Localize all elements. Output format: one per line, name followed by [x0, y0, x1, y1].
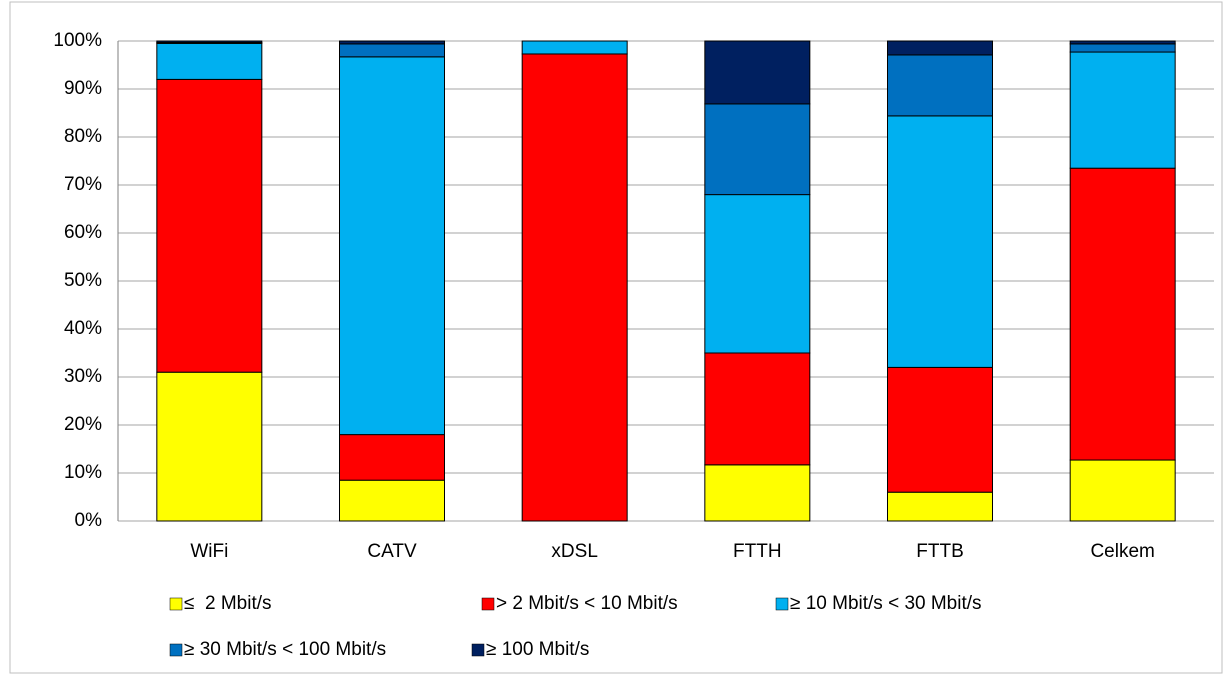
bar-segment: [887, 40, 993, 56]
x-tick-label: xDSL: [551, 541, 597, 562]
legend-swatch: [169, 643, 183, 657]
x-tick-label: CATV: [367, 541, 417, 562]
y-tick-label: 50%: [64, 270, 102, 291]
legend-label: ≥ 10 Mbit/s < 30 Mbit/s: [790, 593, 982, 614]
chart-frame: [9, 1, 1223, 674]
x-tick-label: FTTH: [733, 541, 782, 562]
bar-segment: [887, 491, 993, 522]
x-tick-label: FTTB: [916, 541, 964, 562]
bar-segment: [1069, 167, 1176, 461]
bar-segment: [339, 43, 445, 58]
legend-swatch: [471, 643, 485, 657]
legend-label: ≥ 100 Mbit/s: [486, 639, 589, 660]
bar-segment: [1069, 40, 1176, 45]
bar-segment: [156, 371, 263, 522]
legend-label: ≤ 2 Mbit/s: [184, 593, 272, 614]
bar-segment: [1069, 43, 1176, 53]
x-tick-label: WiFi: [190, 541, 228, 562]
legend-label: ≥ 30 Mbit/s < 100 Mbit/s: [184, 639, 386, 660]
bar-segment: [339, 40, 445, 45]
y-tick-label: 70%: [64, 174, 102, 195]
bar-segment: [339, 56, 445, 436]
bar-segment: [704, 103, 811, 196]
y-tick-label: 30%: [64, 366, 102, 387]
bar-segment: [339, 479, 445, 522]
x-tick-label: Celkem: [1090, 541, 1154, 562]
y-tick-label: 40%: [64, 318, 102, 339]
bar-segment: [156, 42, 263, 80]
bar-segment: [704, 194, 811, 354]
bar-segment: [704, 40, 811, 105]
legend-swatch: [169, 597, 183, 611]
legend-swatch: [481, 597, 495, 611]
bar-segment: [1069, 459, 1176, 522]
y-tick-label: 60%: [64, 222, 102, 243]
y-tick-label: 10%: [64, 462, 102, 483]
bar-segment: [887, 366, 993, 493]
bar-segment: [521, 53, 628, 522]
bar-segment: [887, 115, 993, 368]
bar-segment: [156, 40, 263, 43]
y-tick-label: 80%: [64, 126, 102, 147]
bar-segment: [704, 464, 811, 522]
y-tick-label: 100%: [53, 30, 102, 51]
bar-segment: [704, 352, 811, 466]
y-tick-label: 90%: [64, 78, 102, 99]
bar-segment: [521, 40, 628, 55]
bar-segment: [887, 54, 993, 117]
y-tick-label: 20%: [64, 414, 102, 435]
bar-segment: [1069, 51, 1176, 169]
bar-segment: [156, 78, 263, 373]
bar-segment: [339, 434, 445, 481]
y-tick-label: 0%: [75, 510, 103, 531]
legend-swatch: [775, 597, 789, 611]
legend-label: > 2 Mbit/s < 10 Mbit/s: [496, 593, 678, 614]
